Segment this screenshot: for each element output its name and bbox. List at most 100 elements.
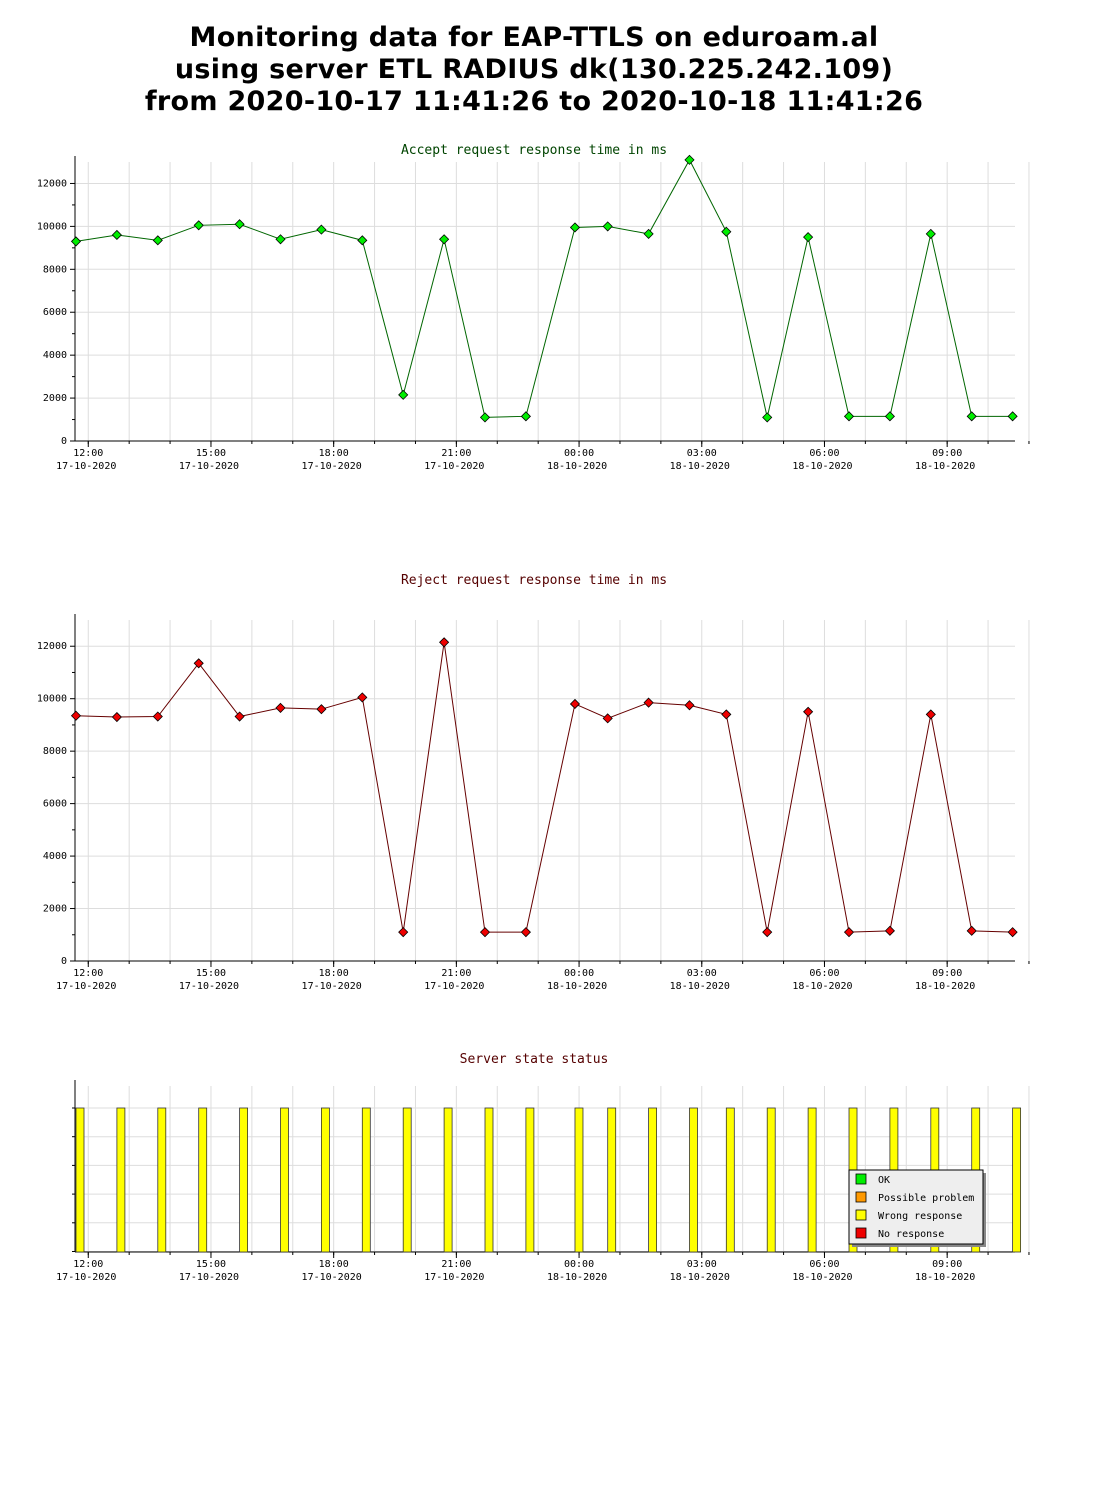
accept-data-point [439, 234, 450, 245]
reject-data-point [234, 711, 245, 722]
legend-label: No response [878, 1229, 944, 1240]
status-x-tick-label: 00:00 [564, 1259, 594, 1270]
accept-data-point [966, 411, 977, 422]
reject-x-date-label: 17-10-2020 [56, 981, 116, 992]
status-bar [1012, 1107, 1022, 1253]
reject-data-point [70, 710, 82, 721]
status-x-tick-label: 12:00 [73, 1259, 103, 1270]
accept-data-point [152, 235, 163, 246]
legend-label: OK [878, 1175, 890, 1186]
title-line-2: using server ETL RADIUS dk(130.225.242.1… [174, 54, 894, 85]
reject-data-point [966, 925, 977, 936]
status-bar [320, 1107, 330, 1253]
accept-data-point [762, 412, 773, 423]
legend-swatch [855, 1209, 867, 1221]
status-x-date-label: 17-10-2020 [56, 1272, 116, 1283]
accept-data-point [398, 389, 409, 400]
status-x-tick-label: 15:00 [196, 1259, 226, 1270]
accept-x-date-label: 18-10-2020 [547, 461, 607, 472]
reject-data-point [316, 704, 327, 715]
status-bar [525, 1107, 535, 1253]
reject-data-point [721, 709, 732, 720]
reject-x-tick-label: 15:00 [196, 968, 226, 979]
accept-data-point [843, 411, 855, 422]
accept-x-tick-label: 21:00 [441, 448, 471, 459]
reject-data-point [439, 637, 450, 648]
reject-data-point [111, 711, 122, 723]
legend-label: Possible problem [878, 1193, 974, 1204]
status-bar [198, 1107, 208, 1253]
accept-data-point [643, 228, 654, 239]
legend-swatch [855, 1227, 867, 1239]
status-x-date-label: 17-10-2020 [179, 1272, 239, 1283]
reject-data-point [925, 709, 936, 720]
accept-y-tick-label: 2000 [43, 393, 67, 404]
reject-data-point [684, 700, 695, 711]
status-x-date-label: 18-10-2020 [547, 1272, 607, 1283]
status-bar [116, 1107, 126, 1253]
accept-data-point [569, 222, 581, 233]
reject-x-tick-label: 06:00 [809, 968, 839, 979]
accept-x-date-label: 17-10-2020 [302, 461, 362, 472]
accept-x-tick-label: 15:00 [196, 448, 226, 459]
reject-y-tick-label: 4000 [43, 851, 67, 862]
status-x-date-label: 18-10-2020 [792, 1272, 852, 1283]
accept-x-tick-label: 12:00 [73, 448, 103, 459]
reject-x-date-label: 18-10-2020 [915, 981, 975, 992]
status-x-tick-label: 03:00 [687, 1259, 717, 1270]
reject-data-point [479, 927, 491, 938]
accept-x-tick-label: 06:00 [809, 448, 839, 459]
status-bar [443, 1107, 453, 1253]
status-bar [402, 1107, 412, 1253]
reject-y-tick-label: 8000 [43, 746, 67, 757]
reject-x-date-label: 18-10-2020 [547, 981, 607, 992]
accept-y-tick-label: 6000 [43, 307, 67, 318]
reject-data-point [357, 692, 368, 703]
accept-y-tick-label: 12000 [37, 178, 67, 189]
legend-label: Wrong response [878, 1211, 962, 1222]
status-bar [725, 1107, 735, 1253]
title-line-3: from 2020-10-17 11:41:26 to 2020-10-18 1… [144, 86, 924, 117]
reject-data-point [762, 927, 773, 938]
reject-x-date-label: 17-10-2020 [179, 981, 239, 992]
accept-y-tick-label: 10000 [37, 221, 67, 232]
reject-x-tick-label: 03:00 [687, 968, 717, 979]
accept-x-date-label: 17-10-2020 [56, 461, 116, 472]
reject-chart-title: Reject request response time in ms [401, 573, 667, 588]
reject-x-date-label: 17-10-2020 [424, 981, 484, 992]
accept-data-point [721, 226, 732, 237]
status-chart: 12:00 17-10-2020 15:00 17-10-2020 18:00 17-10… [56, 1052, 1030, 1283]
accept-data-point [479, 412, 491, 423]
reject-data-point [643, 697, 654, 708]
accept-data-point [684, 154, 695, 165]
reject-data-point [843, 927, 855, 938]
accept-chart-title: Accept request response time in ms [401, 143, 667, 158]
status-bar [807, 1107, 817, 1253]
accept-data-point [884, 411, 895, 422]
accept-x-tick-label: 09:00 [932, 448, 962, 459]
accept-data-point [520, 411, 531, 422]
reject-x-tick-label: 12:00 [73, 968, 103, 979]
status-x-date-label: 18-10-2020 [670, 1272, 730, 1283]
legend-swatch [855, 1173, 867, 1185]
accept-data-point [357, 235, 368, 246]
accept-data-point [234, 219, 245, 230]
accept-x-tick-label: 00:00 [564, 448, 594, 459]
reject-y-tick-label: 0 [61, 956, 67, 967]
accept-x-date-label: 18-10-2020 [670, 461, 730, 472]
reject-x-date-label: 18-10-2020 [792, 981, 852, 992]
reject-data-point [193, 658, 204, 669]
status-x-tick-label: 06:00 [809, 1259, 839, 1270]
accept-y-tick-label: 8000 [43, 264, 67, 275]
status-bar [766, 1107, 776, 1253]
title-line-1: Monitoring data for EAP-TTLS on eduroam.… [189, 22, 879, 53]
accept-data-point [602, 221, 613, 232]
accept-y-tick-label: 0 [61, 436, 67, 447]
accept-series-line [75, 158, 1013, 418]
reject-data-point [1007, 927, 1018, 938]
reject-x-tick-label: 00:00 [564, 968, 594, 979]
accept-data-point [275, 234, 286, 245]
reject-y-tick-label: 2000 [43, 904, 67, 915]
accept-data-point [316, 224, 327, 235]
